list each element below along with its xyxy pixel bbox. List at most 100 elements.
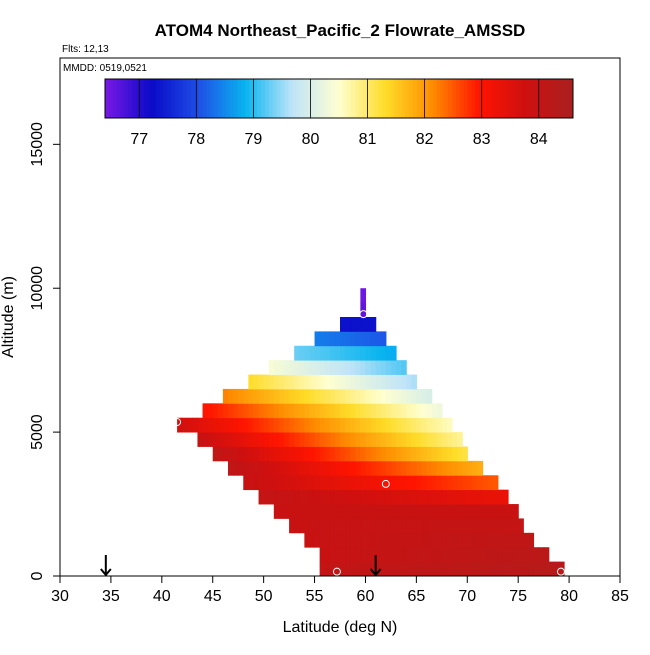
heatmap-cell (350, 561, 356, 577)
heatmap-cell (360, 374, 367, 390)
heatmap-cell (350, 374, 356, 390)
heatmap-cell (319, 417, 326, 433)
flight-marker (556, 567, 565, 576)
heatmap-cell (533, 561, 540, 577)
heatmap-cell (396, 504, 402, 519)
colorbar-segment (175, 79, 180, 118)
heatmap-cell (502, 504, 509, 519)
heatmap-cell (390, 547, 397, 563)
heatmap-cell (304, 388, 311, 404)
heatmap-cell (360, 547, 367, 563)
heatmap-cell (314, 417, 321, 433)
heatmap-cell (350, 446, 356, 462)
colorbar-segment (190, 79, 196, 118)
colorbar-segment (545, 79, 551, 118)
heatmap-cell (396, 432, 402, 447)
heatmap-cell (299, 388, 305, 404)
heatmap-cell (324, 388, 331, 404)
heatmap-cell (243, 403, 249, 419)
heatmap-cell (345, 317, 351, 332)
heatmap-row (258, 489, 509, 505)
colorbar-segment (214, 79, 219, 118)
heatmap-cell (284, 374, 290, 390)
heatmap-cell (482, 504, 489, 519)
colorbar-segment (459, 79, 465, 118)
heatmap-cell (406, 403, 412, 419)
heatmap-cell (431, 518, 438, 534)
heatmap-cell (502, 532, 509, 548)
heatmap-cell (370, 345, 377, 361)
heatmap-cell (360, 417, 367, 433)
heatmap-cell (375, 345, 382, 361)
heatmap-cell (278, 475, 285, 491)
heatmap-cell (406, 460, 412, 476)
heatmap-cell (462, 446, 468, 462)
heatmap-cell (309, 374, 316, 390)
heatmap-cell (197, 432, 204, 447)
heatmap-cell (314, 504, 321, 519)
heatmap-cell (314, 532, 321, 548)
heatmap-cell (452, 475, 458, 491)
heatmap-cell (222, 417, 229, 433)
heatmap-cell (467, 460, 473, 476)
heatmap-cell (446, 417, 453, 433)
heatmap-cell (365, 460, 372, 476)
heatmap-cell (263, 432, 270, 447)
heatmap-cell (314, 374, 321, 390)
heatmap-cell (309, 504, 316, 519)
heatmap-cell (380, 331, 387, 347)
heatmap-cell (355, 345, 361, 361)
heatmap-cell (360, 331, 367, 347)
heatmap-cell (375, 475, 382, 491)
heatmap-cell (268, 388, 275, 404)
heatmap-cell (401, 432, 407, 447)
colorbar-segment (257, 79, 262, 118)
heatmap-cell (436, 561, 443, 577)
heatmap-cell (528, 532, 535, 548)
heatmap-cell (314, 345, 321, 361)
heatmap-cell (350, 388, 356, 404)
colorbar-segment (374, 79, 379, 118)
heatmap-cell (406, 388, 412, 404)
colorbar-segment (167, 79, 172, 118)
heatmap-cell (207, 432, 214, 447)
heatmap-cell (390, 460, 397, 476)
heatmap-cell (441, 518, 448, 534)
heatmap-cell (411, 489, 417, 505)
colorbar-segment (346, 79, 352, 118)
heatmap-cell (365, 504, 372, 519)
heatmap-cell (350, 518, 356, 534)
heatmap-cell (365, 475, 372, 491)
heatmap-cell (345, 345, 351, 361)
colorbar-segment (553, 79, 558, 118)
heatmap-cell (390, 561, 397, 577)
heatmap-cell (319, 532, 326, 548)
heatmap-cell (319, 374, 326, 390)
colorbar-segment (557, 79, 562, 118)
y-tick-label: 10000 (29, 266, 46, 311)
heatmap-cell (441, 532, 448, 548)
heatmap-cell (457, 547, 463, 563)
heatmap-cell (380, 561, 387, 577)
heatmap-cell (253, 374, 260, 390)
heatmap-cell (238, 417, 244, 433)
heatmap-cell (243, 388, 249, 404)
heatmap-cell (411, 403, 417, 419)
heatmap-cell (370, 547, 377, 563)
heatmap-cell (492, 489, 499, 505)
heatmap-cell (324, 489, 331, 505)
heatmap-cell (401, 489, 407, 505)
colorbar-segment (171, 79, 176, 118)
heatmap-cell (472, 532, 479, 548)
heatmap-cell (431, 489, 438, 505)
heatmap-cell (523, 561, 529, 577)
heatmap-cell (192, 417, 199, 433)
heatmap-cell (513, 518, 519, 534)
heatmap-cell (431, 532, 438, 548)
heatmap-cell (228, 388, 234, 404)
heatmap-cell (340, 547, 346, 563)
colorbar-segment (218, 79, 223, 118)
colorbar-segment (276, 79, 281, 118)
heatmap-cell (268, 460, 275, 476)
heatmap-cell (319, 475, 326, 491)
